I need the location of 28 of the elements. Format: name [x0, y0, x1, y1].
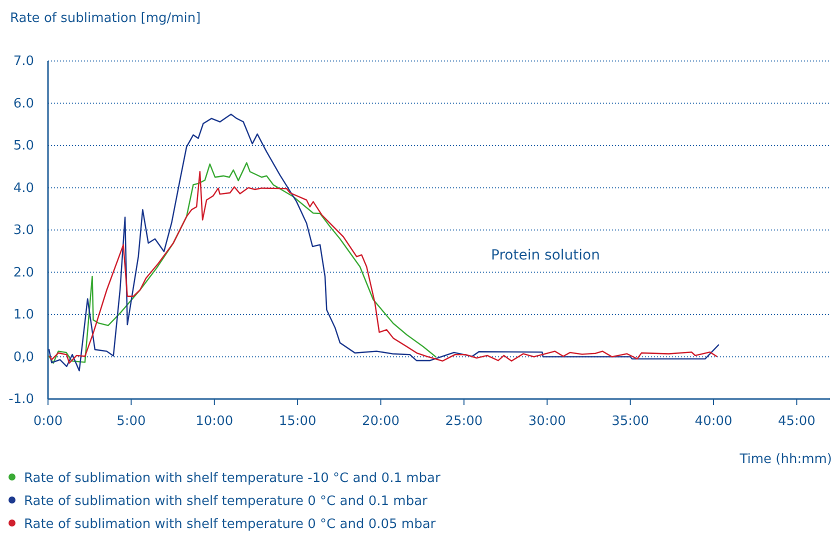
y-tick-label: 2.0 — [13, 265, 34, 280]
y-tick-label: 5.0 — [13, 138, 34, 154]
y-tick-label: 3.0 — [13, 223, 34, 238]
x-tick-label: 15:00 — [278, 414, 316, 429]
x-tick-label: 40:00 — [694, 414, 732, 429]
x-tick-label: 20:00 — [362, 414, 400, 429]
line-series — [48, 162, 436, 364]
x-axis-title: Time (hh:mm) — [738, 452, 832, 467]
y-tick-label: 4.0 — [13, 180, 34, 196]
y-tick-label: 7.0 — [13, 54, 34, 69]
annotation: Protein solution — [491, 248, 600, 264]
x-tick-label: 10:00 — [196, 414, 234, 429]
legend-label: Rate of sublimation with shelf temperature 0 °C and 0.05 mbar — [24, 517, 436, 532]
line-series — [49, 171, 718, 364]
x-tick-label: 25:00 — [445, 414, 483, 429]
y-tick-label: 0,0 — [13, 350, 34, 365]
line-series — [48, 114, 720, 372]
x-tick-label: 0:00 — [33, 414, 63, 429]
y-tick-label: -1.0 — [8, 392, 34, 407]
x-tick-label: 5:00 — [116, 414, 146, 429]
x-tick-label: 35:00 — [612, 414, 650, 429]
y-tick-label: 1.0 — [13, 308, 34, 322]
y-axis-title: Rate of sublimation [mg/min] — [10, 11, 201, 26]
legend-label: Rate of sublimation with shelf temperature 0 °C and 0.1 mbar — [24, 494, 428, 509]
x-tick-label: 30:00 — [528, 414, 566, 429]
y-tick-label: 6.0 — [13, 96, 34, 112]
legend-label: Rate of sublimation with shelf temperature -10 °C and 0.1 mbar — [24, 471, 441, 486]
x-tick-label: 45:00 — [778, 414, 816, 429]
